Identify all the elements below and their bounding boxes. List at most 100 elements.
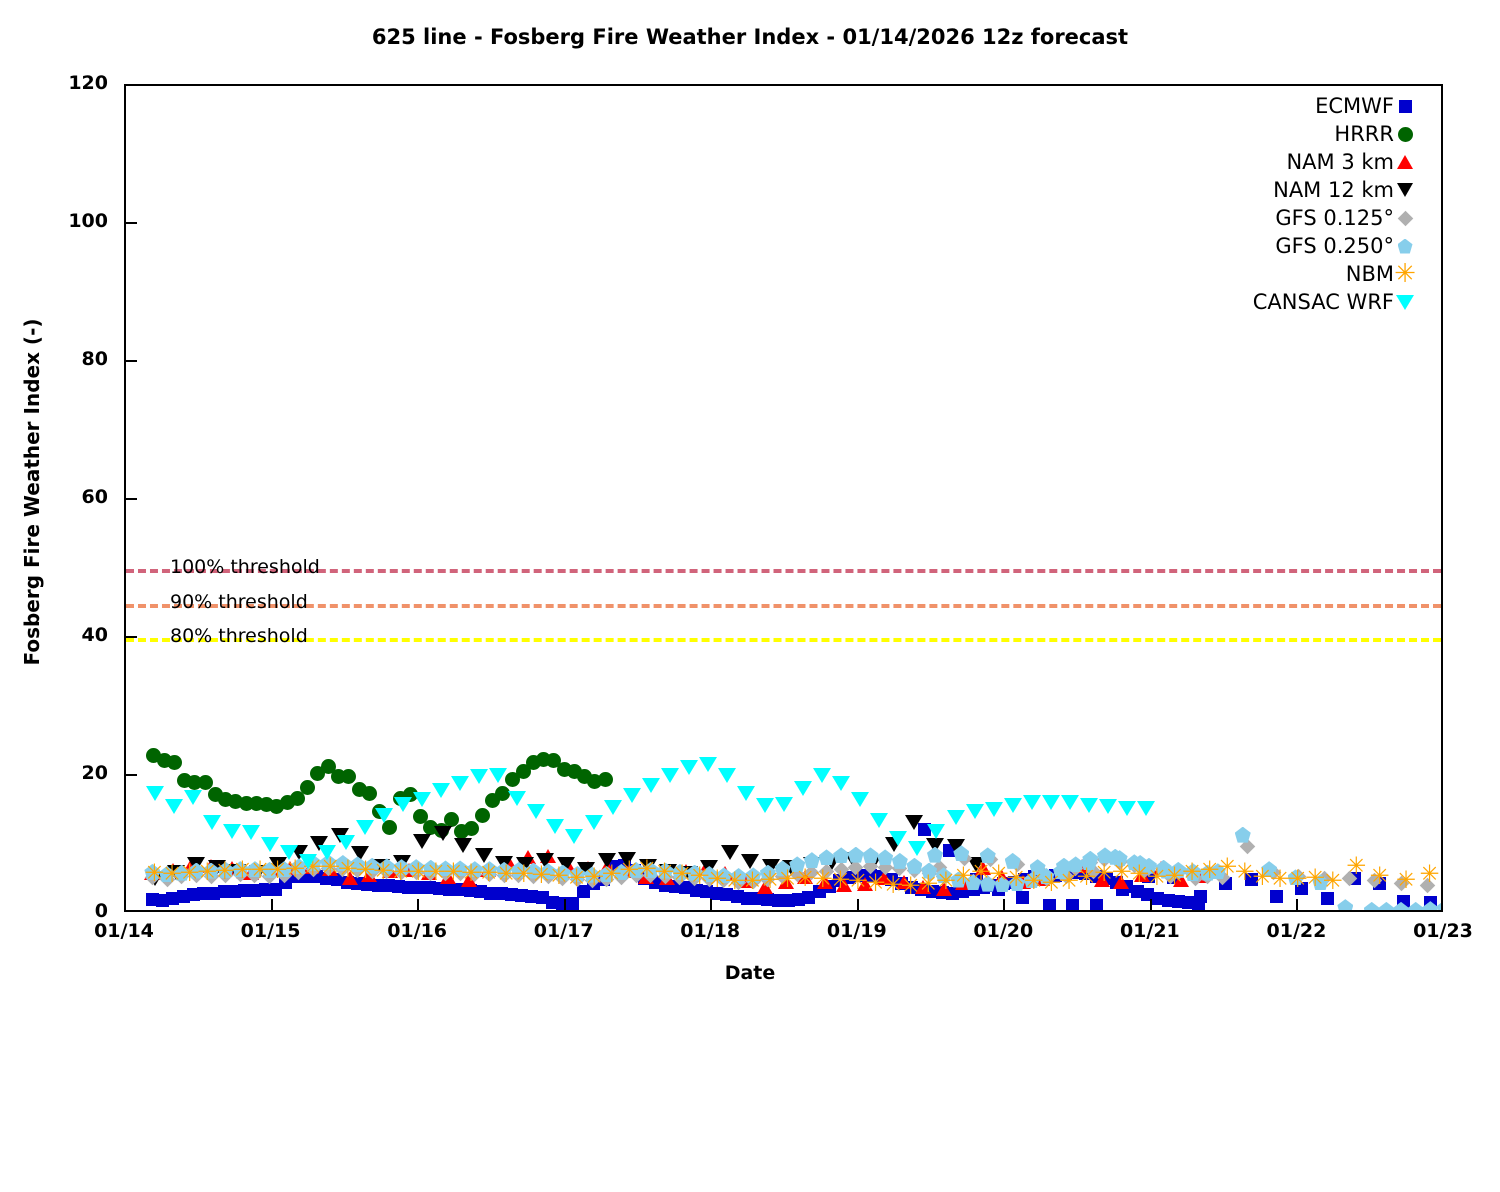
x-tick-label: 01/22: [1266, 920, 1327, 942]
data-point: [641, 777, 660, 793]
data-point: [1079, 797, 1098, 813]
figure: 625 line - Fosberg Fire Weather Index - …: [20, 25, 1473, 984]
data-point: [603, 800, 622, 816]
data-point: [222, 824, 241, 840]
data-point: [355, 820, 374, 836]
data-point: [717, 767, 736, 783]
data-point: [908, 841, 927, 857]
x-tick-mark: [710, 899, 713, 912]
data-point: [260, 836, 279, 852]
legend-marker-diamond-gray-icon: [1392, 207, 1418, 229]
x-tick-mark: [270, 899, 273, 912]
threshold-label: 80% threshold: [170, 625, 308, 647]
data-point: [794, 781, 813, 797]
data-point: [203, 815, 222, 831]
data-point: [698, 756, 717, 772]
legend-marker-square-blue-icon: [1392, 95, 1418, 117]
legend-item-gfs-0-250[interactable]: GFS 0.250°: [1130, 232, 1420, 260]
legend-item-cansac-wrf[interactable]: CANSAC WRF: [1130, 288, 1420, 316]
data-point: [813, 767, 832, 783]
x-axis-label: Date: [724, 962, 776, 984]
legend-marker-triangle-down-cyan-icon: [1392, 291, 1418, 313]
x-tick-mark: [563, 899, 566, 912]
data-point: [184, 789, 203, 805]
data-point: [965, 803, 984, 819]
chart-title: 625 line - Fosberg Fire Weather Index - …: [371, 25, 1129, 49]
y-tick-label: 120: [68, 72, 108, 94]
data-point: [984, 802, 1003, 818]
legend-marker-triangle-up-red-icon: [1392, 151, 1418, 173]
data-point: [413, 792, 432, 808]
x-tick-label: 01/16: [387, 920, 448, 942]
data-point: [1003, 797, 1022, 813]
legend-label: NAM 12 km: [1273, 178, 1394, 202]
data-point: [679, 760, 698, 776]
data-point: [927, 824, 946, 840]
y-tick-mark: [124, 774, 137, 776]
data-point: [1022, 795, 1041, 811]
x-tick-label: 01/19: [826, 920, 887, 942]
legend-label: ECMWF: [1315, 94, 1394, 118]
legend-label: CANSAC WRF: [1252, 290, 1394, 314]
legend-label: NBM: [1345, 262, 1394, 286]
data-point: [1041, 794, 1060, 810]
threshold-label: 90% threshold: [170, 590, 308, 613]
y-tick-mark: [124, 498, 137, 500]
data-point: [374, 808, 393, 824]
legend-marker-pentagon-lightblue-icon: [1392, 235, 1418, 257]
data-point: [1117, 800, 1136, 816]
data-point: [1060, 794, 1079, 810]
data-point: [546, 818, 565, 834]
legend-label: GFS 0.250°: [1275, 234, 1394, 258]
data-point: [241, 824, 260, 840]
data-point: [660, 767, 679, 783]
data-point: [851, 792, 870, 808]
x-tick-label: 01/17: [533, 920, 594, 942]
legend-item-nam-3-km[interactable]: NAM 3 km: [1130, 148, 1420, 176]
data-point: [527, 804, 546, 820]
data-point: [317, 844, 336, 860]
data-point: [508, 791, 527, 807]
data-point: [146, 786, 165, 802]
y-tick-mark: [124, 222, 137, 224]
legend-item-ecmwf[interactable]: ECMWF: [1130, 92, 1420, 120]
x-tick-label: 01/21: [1119, 920, 1180, 942]
data-point: [298, 853, 317, 869]
data-point: [775, 796, 794, 812]
x-tick-label: 01/15: [240, 920, 301, 942]
data-point: [432, 782, 451, 798]
x-tick-label: 01/20: [973, 920, 1034, 942]
legend-item-hrrr[interactable]: HRRR: [1130, 120, 1420, 148]
data-point: [584, 815, 603, 831]
data-point: [470, 769, 489, 784]
data-point: [622, 788, 641, 804]
legend-label: GFS 0.125°: [1275, 206, 1394, 230]
legend-item-nbm[interactable]: NBM ✳: [1130, 260, 1420, 288]
y-tick-label: 100: [68, 210, 108, 232]
y-tick-label: 40: [81, 624, 108, 646]
y-tick-mark: [124, 360, 137, 362]
data-point: [755, 797, 774, 813]
legend-item-gfs-0-125[interactable]: GFS 0.125°: [1130, 204, 1420, 232]
x-tick-label: 01/18: [680, 920, 741, 942]
legend-label: HRRR: [1334, 122, 1394, 146]
data-point: [1137, 801, 1156, 817]
legend-marker-triangle-down-black-icon: [1392, 179, 1418, 201]
legend-item-nam-12-km[interactable]: NAM 12 km: [1130, 176, 1420, 204]
data-point: [565, 829, 584, 845]
x-tick-mark: [1296, 899, 1299, 912]
y-tick-label: 60: [81, 486, 108, 508]
legend-marker-asterisk-orange-icon: ✳: [1394, 259, 1416, 289]
data-point: [165, 799, 184, 815]
y-axis-label: Fosberg Fire Weather Index (-): [20, 318, 44, 666]
data-point: [832, 775, 851, 791]
data-point: [1098, 799, 1117, 815]
y-tick-label: 20: [81, 762, 108, 784]
threshold-line: [126, 638, 1441, 642]
data-point: [946, 810, 965, 826]
data-point: [889, 831, 908, 847]
y-tick-label: 0: [94, 900, 108, 922]
data-point: [336, 834, 355, 850]
data-point: [870, 813, 889, 829]
data-point: [393, 796, 412, 812]
